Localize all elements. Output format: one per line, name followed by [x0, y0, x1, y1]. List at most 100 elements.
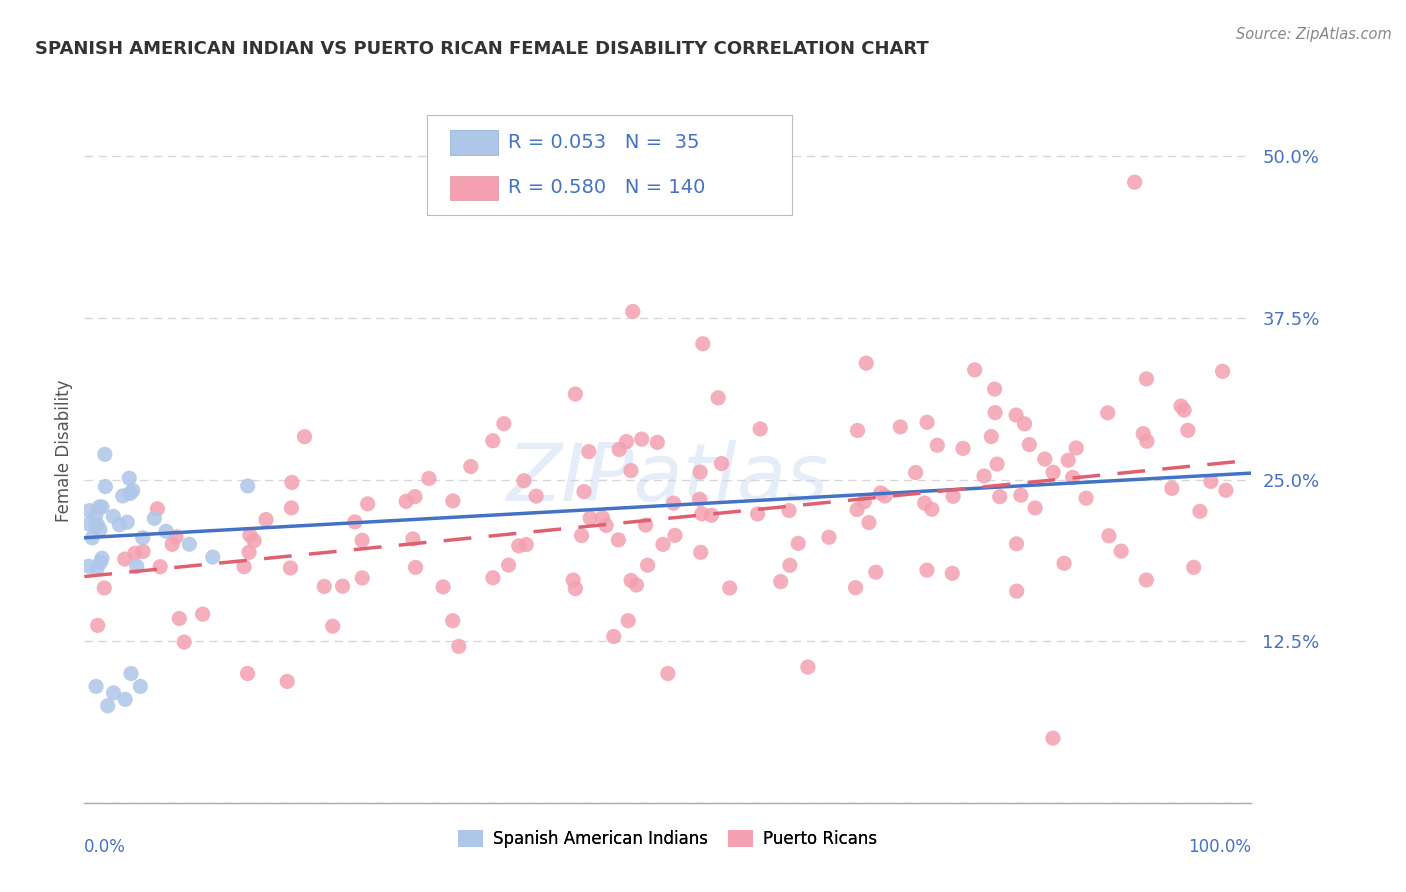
Point	[1014, 417, 1036, 431]
Point	[149, 559, 172, 574]
Point	[689, 465, 711, 479]
Point	[664, 528, 686, 542]
Point	[778, 503, 800, 517]
Point	[280, 561, 302, 575]
Point	[356, 497, 378, 511]
Point	[988, 490, 1011, 504]
Point	[564, 387, 586, 401]
Point	[276, 674, 298, 689]
Point	[84, 680, 107, 694]
Point	[332, 579, 354, 593]
Point	[747, 507, 769, 521]
Point	[89, 500, 111, 514]
Point	[927, 438, 949, 452]
Point	[169, 611, 191, 625]
Point	[1098, 529, 1121, 543]
Point	[91, 551, 114, 566]
Point	[441, 494, 464, 508]
Point	[352, 571, 374, 585]
Point	[82, 531, 104, 545]
Point	[1064, 441, 1087, 455]
Point	[797, 660, 820, 674]
Point	[973, 469, 995, 483]
Point	[86, 517, 108, 532]
Point	[314, 579, 336, 593]
Point	[143, 511, 166, 525]
Point	[904, 466, 927, 480]
Point	[515, 537, 537, 551]
Point	[858, 516, 880, 530]
Point	[915, 563, 938, 577]
Point	[564, 582, 586, 596]
Point	[1010, 488, 1032, 502]
Point	[603, 630, 626, 644]
Text: R = 0.053   N =  35: R = 0.053 N = 35	[508, 133, 700, 152]
Point	[718, 581, 741, 595]
Point	[513, 474, 536, 488]
Point	[579, 511, 602, 525]
Point	[233, 559, 256, 574]
Point	[562, 573, 585, 587]
Point	[634, 518, 657, 533]
Point	[941, 566, 963, 581]
Point	[132, 531, 155, 545]
Point	[125, 559, 148, 574]
Point	[710, 457, 733, 471]
Point	[657, 666, 679, 681]
Point	[254, 512, 277, 526]
Point	[787, 536, 810, 550]
Point	[1132, 426, 1154, 441]
Point	[1136, 434, 1159, 449]
Point	[1018, 437, 1040, 451]
Point	[94, 447, 117, 461]
Point	[294, 430, 316, 444]
Point	[343, 515, 366, 529]
Point	[749, 422, 772, 436]
Text: 100.0%: 100.0%	[1188, 838, 1251, 856]
Point	[1199, 475, 1222, 489]
Point	[616, 434, 638, 449]
Point	[492, 417, 515, 431]
Point	[1042, 465, 1064, 479]
Point	[239, 528, 262, 542]
Point	[1215, 483, 1237, 498]
Point	[873, 489, 896, 503]
Y-axis label: Female Disability: Female Disability	[55, 379, 73, 522]
Point	[942, 489, 965, 503]
Point	[441, 614, 464, 628]
Point	[984, 406, 1007, 420]
Point	[1005, 537, 1028, 551]
Point	[129, 680, 152, 694]
Point	[1074, 491, 1097, 505]
Point	[404, 490, 426, 504]
Point	[77, 516, 100, 531]
Point	[281, 475, 304, 490]
Point	[769, 574, 792, 589]
Point	[447, 640, 470, 654]
Point	[846, 424, 869, 438]
Point	[700, 508, 723, 523]
Text: Source: ZipAtlas.com: Source: ZipAtlas.com	[1236, 27, 1392, 42]
Text: ZIPatlas: ZIPatlas	[506, 440, 830, 517]
Point	[1005, 408, 1028, 422]
Point	[626, 578, 648, 592]
Point	[280, 500, 302, 515]
Point	[103, 686, 125, 700]
Point	[607, 533, 630, 547]
Point	[889, 420, 911, 434]
Legend: Spanish American Indians, Puerto Ricans: Spanish American Indians, Puerto Ricans	[451, 822, 884, 855]
Point	[1123, 175, 1146, 189]
Point	[869, 486, 891, 500]
Point	[432, 580, 454, 594]
Point	[524, 489, 547, 503]
Point	[395, 494, 418, 508]
Point	[914, 496, 936, 510]
Text: 0.0%: 0.0%	[84, 838, 127, 856]
Point	[322, 619, 344, 633]
Point	[1135, 372, 1157, 386]
Point	[1042, 731, 1064, 746]
Point	[572, 484, 595, 499]
Point	[236, 479, 259, 493]
Point	[120, 486, 142, 500]
Point	[607, 442, 630, 457]
